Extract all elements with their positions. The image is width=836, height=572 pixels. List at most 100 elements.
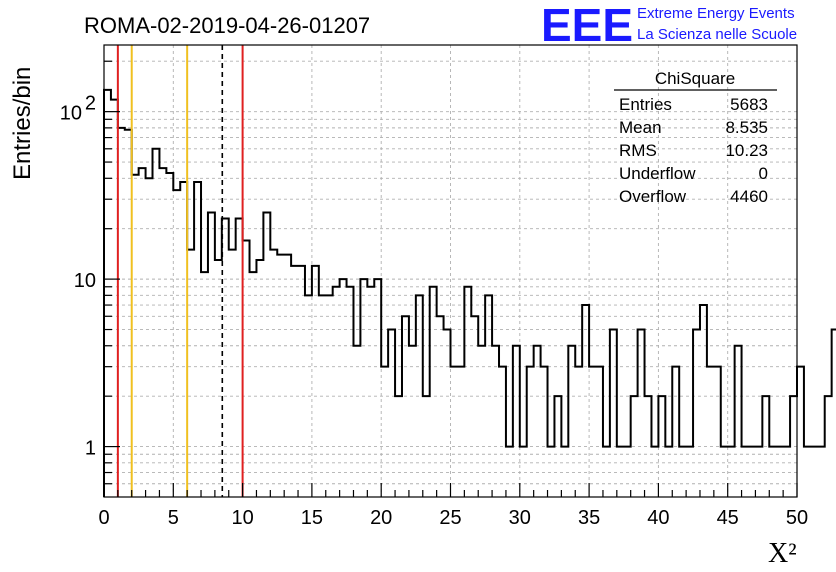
histogram-bin	[146, 178, 153, 497]
histogram-bin	[132, 175, 139, 497]
histogram-bin	[464, 287, 471, 497]
histogram-bin	[610, 330, 617, 497]
y-tick-label: 10	[74, 270, 96, 292]
histogram-bin	[811, 447, 818, 497]
stats-rows: Entries 5683 Mean 8.535 RMS 10.23 Underflow 0 Ov…	[619, 95, 768, 206]
histogram-bin	[825, 396, 832, 497]
histogram-bin	[714, 367, 721, 497]
histogram-bin	[291, 266, 298, 497]
x-tick-label: 35	[578, 507, 600, 529]
histogram-bin	[596, 367, 603, 497]
histogram-bin	[638, 330, 645, 497]
histogram-bin	[735, 346, 742, 497]
x-axis-label: X²	[768, 538, 797, 569]
histogram-bin	[672, 367, 679, 497]
x-tick-label: 30	[509, 507, 531, 529]
histogram-bin	[139, 168, 146, 497]
histogram-bin	[312, 266, 319, 497]
histogram-bin	[250, 272, 257, 497]
histogram-bin	[111, 100, 118, 497]
histogram-bin	[236, 219, 243, 497]
histogram-bin	[492, 346, 499, 497]
stats-label: Mean	[619, 118, 662, 137]
stats-value: 4460	[730, 187, 768, 206]
histogram-bin	[804, 447, 811, 497]
histogram-bin	[153, 149, 160, 497]
stats-label: Entries	[619, 95, 672, 114]
x-tick-label: 40	[647, 507, 669, 529]
histogram-bin	[444, 330, 451, 497]
y-tick-exponent: 2	[85, 93, 96, 115]
x-tick-label: 25	[439, 507, 461, 529]
x-tick-label: 5	[168, 507, 179, 529]
histogram-bin	[284, 255, 291, 497]
x-tick-label: 50	[786, 507, 808, 529]
histogram-bin	[589, 367, 596, 497]
histogram-bin	[693, 330, 700, 497]
stats-value: 10.23	[725, 141, 768, 160]
histogram-bin	[104, 90, 111, 497]
histogram-bin	[388, 330, 395, 497]
stats-value: 8.535	[725, 118, 768, 137]
chart-title: ROMA-02-2019-04-26-01207	[84, 13, 370, 38]
x-tick-label: 10	[231, 507, 253, 529]
x-tick-label: 20	[370, 507, 392, 529]
y-tick-label: 1	[85, 438, 96, 460]
stats-box: ChiSquare Entries 5683 Mean 8.535 RMS 10.23 Un…	[614, 69, 777, 206]
histogram-bin	[402, 316, 409, 497]
histogram-bin	[471, 316, 478, 497]
histogram-bin	[118, 128, 125, 497]
histogram-bin	[478, 346, 485, 497]
histogram-bin	[173, 190, 180, 497]
histogram-bin	[360, 279, 367, 497]
histogram-bin	[374, 279, 381, 497]
logo-mark: EEE	[541, 0, 633, 51]
reference-lines	[116, 45, 244, 497]
histogram-bin	[499, 367, 506, 497]
x-tick-labels: 0 5 10 15 20 25 30 35 40 45 50	[98, 507, 808, 529]
stats-title: ChiSquare	[655, 69, 735, 88]
histogram-bin	[381, 367, 388, 497]
histogram-bin	[125, 130, 132, 497]
histogram-bin	[159, 168, 166, 497]
histogram-outline	[103, 88, 836, 497]
stats-label: RMS	[619, 141, 657, 160]
histogram-bin	[277, 255, 284, 497]
histogram-bin	[340, 279, 347, 497]
histogram-bin	[451, 367, 458, 497]
histogram-bin	[707, 367, 714, 497]
histogram-bin	[513, 346, 520, 497]
histogram-bin	[457, 367, 464, 497]
histogram-bin	[201, 272, 208, 497]
histogram-bin	[575, 367, 582, 497]
histogram-bin	[194, 182, 201, 497]
histogram-bin	[818, 447, 825, 497]
histogram-bin	[222, 219, 229, 497]
histogram-bin	[333, 287, 340, 497]
histogram-bin	[367, 287, 374, 497]
histogram-bin	[568, 346, 575, 497]
y-axis-label: Entries/bin	[9, 67, 36, 180]
grid	[104, 45, 797, 497]
stats-label: Underflow	[619, 164, 696, 183]
histogram-bin	[797, 367, 804, 497]
x-tick-label: 15	[301, 507, 323, 529]
histogram-bin	[534, 346, 541, 497]
axes	[103, 44, 798, 498]
x-tick-label: 0	[98, 507, 109, 529]
histogram-bin	[166, 173, 173, 497]
eee-logo: EEE Extreme Energy Events La Scienza nel…	[541, 0, 797, 51]
histogram-bin	[180, 182, 187, 497]
histogram-bin	[353, 346, 360, 497]
histogram-bin	[541, 367, 548, 497]
histogram-bin	[437, 316, 444, 497]
histogram-bin	[527, 367, 534, 497]
histogram-bin	[430, 287, 437, 497]
x-tick-label: 45	[717, 507, 739, 529]
histogram-bin	[409, 346, 416, 497]
stats-label: Overflow	[619, 187, 687, 206]
stats-value: 5683	[730, 95, 768, 114]
stats-value: 0	[759, 164, 768, 183]
